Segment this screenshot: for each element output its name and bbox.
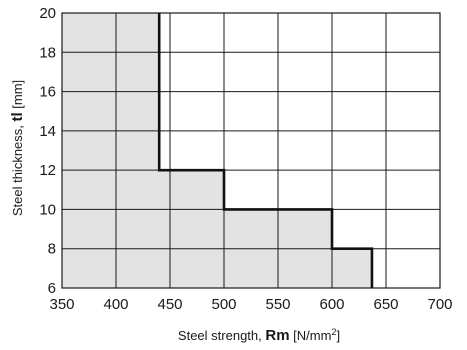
- boundary-line: [157, 13, 374, 288]
- y-tick-label-14: 14: [39, 123, 56, 140]
- x-tick-label-350: 350: [49, 296, 74, 313]
- y-tick-label-18: 18: [39, 44, 56, 61]
- x-axis-label: Steel strength, Rm [N/mm2]: [178, 327, 340, 344]
- y-tick-label-16: 16: [39, 84, 56, 101]
- shaded-region: [62, 13, 372, 288]
- x-tick-label-550: 550: [265, 296, 290, 313]
- x-tick-label-600: 600: [319, 296, 344, 313]
- x-tick-label-450: 450: [157, 296, 182, 313]
- plot-frame: [61, 12, 441, 289]
- x-tick-label-700: 700: [427, 296, 452, 313]
- y-tick-label-6: 6: [48, 280, 56, 297]
- x-tick-label-400: 400: [103, 296, 128, 313]
- x-tick-label-650: 650: [373, 296, 398, 313]
- y-axis-label: Steel thickness, tl [mm]: [9, 80, 26, 216]
- x-tick-label-500: 500: [211, 296, 236, 313]
- y-tick-label-20: 20: [39, 5, 56, 22]
- y-tick-label-10: 10: [39, 201, 56, 218]
- y-tick-label-12: 12: [39, 162, 56, 179]
- y-tick-label-8: 8: [48, 241, 56, 258]
